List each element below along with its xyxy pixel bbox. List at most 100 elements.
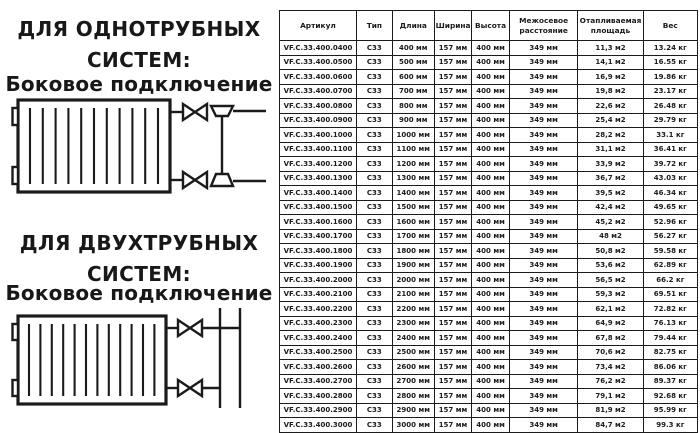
table-cell: 157 мм — [433, 98, 473, 114]
spec-table-container: Артикул Тип Длина Ширина Высота Межосевое рас… — [279, 10, 699, 433]
table-row: VF.C.33.400.2100 C33 2100 мм 157 мм 400 мм 34… — [279, 286, 699, 302]
table-cell: 50,8 м2 — [577, 243, 644, 259]
valve-icon — [176, 377, 193, 399]
table-cell: VF.C.33.400.1600 — [279, 214, 357, 230]
table-row: VF.C.33.400.1900 C33 1900 мм 157 мм 400 мм 34… — [279, 257, 699, 273]
table-cell: C33 — [355, 330, 393, 346]
table-cell: 900 мм — [391, 112, 435, 128]
table-cell: VF.C.33.400.2900 — [279, 402, 357, 418]
table-row: VF.C.33.400.1300 C33 1300 мм 157 мм 400 мм 34… — [279, 170, 699, 186]
table-cell: 79.44 кг — [642, 330, 699, 346]
table-row: VF.C.33.400.1500 C33 1500 мм 157 мм 400 мм 34… — [279, 199, 699, 215]
table-cell: C33 — [355, 272, 393, 288]
table-cell: VF.C.33.400.2800 — [279, 388, 357, 404]
table-cell: 16.55 кг — [642, 54, 699, 70]
table-cell: 1400 мм — [391, 185, 435, 201]
table-row: VF.C.33.400.1200 C33 1200 мм 157 мм 400 мм 34… — [279, 156, 699, 172]
table-cell: C33 — [355, 127, 393, 143]
table-cell: 349 мм — [508, 315, 579, 331]
table-cell: VF.C.33.400.0800 — [279, 98, 357, 114]
table-cell: VF.C.33.400.1300 — [279, 170, 357, 186]
table-cell: 157 мм — [433, 83, 473, 99]
table-cell: 349 мм — [508, 199, 579, 215]
table-cell: 2700 мм — [391, 373, 435, 389]
table-cell: 66.2 кг — [642, 272, 699, 288]
table-cell: 349 мм — [508, 373, 579, 389]
table-cell: 400 мм — [471, 257, 510, 273]
table-cell: 400 мм — [471, 156, 510, 172]
table-cell: 157 мм — [433, 156, 473, 172]
table-cell: 13.24 кг — [642, 40, 699, 56]
table-cell: 349 мм — [508, 388, 579, 404]
table-cell: VF.C.33.400.0500 — [279, 54, 357, 70]
table-cell: 400 мм — [471, 127, 510, 143]
table-cell: C33 — [355, 359, 393, 375]
table-cell: VF.C.33.400.2000 — [279, 272, 357, 288]
table-cell: 59,3 м2 — [577, 286, 644, 302]
table-cell: 1100 мм — [391, 141, 435, 157]
table-row: VF.C.33.400.2500 C33 2500 мм 157 мм 400 мм 34… — [279, 344, 699, 360]
connection-schemes-panel: ДЛЯ ОДНОТРУБНЫХ СИСТЕМ: Боковое подключе… — [0, 0, 278, 421]
table-row: VF.C.33.400.0900 C33 900 мм 157 мм 400 мм 349… — [279, 112, 699, 128]
table-cell: VF.C.33.400.0700 — [279, 83, 357, 99]
table-cell: 2900 мм — [391, 402, 435, 418]
table-row: VF.C.33.400.1400 C33 1400 мм 157 мм 400 мм 34… — [279, 185, 699, 201]
table-cell: 400 мм — [471, 98, 510, 114]
table-cell: 500 мм — [391, 54, 435, 70]
table-cell: VF.C.33.400.1700 — [279, 228, 357, 244]
table-cell: 157 мм — [433, 388, 473, 404]
table-cell: 157 мм — [433, 170, 473, 186]
valve-icon — [181, 169, 198, 191]
two-pipe-subheading: Боковое подключение — [5, 281, 273, 305]
table-cell: C33 — [355, 373, 393, 389]
table-cell: 53,6 м2 — [577, 257, 644, 273]
table-cell: 2400 мм — [391, 330, 435, 346]
column-header: Артикул — [279, 10, 357, 41]
column-header: Ширина — [433, 10, 473, 41]
table-cell: 36.41 кг — [642, 141, 699, 157]
table-cell: 349 мм — [508, 112, 579, 128]
table-cell: 1300 мм — [391, 170, 435, 186]
table-cell: 400 мм — [471, 359, 510, 375]
table-cell: 39,5 м2 — [577, 185, 644, 201]
table-cell: 1500 мм — [391, 199, 435, 215]
table-cell: 349 мм — [508, 402, 579, 418]
table-cell: 157 мм — [433, 127, 473, 143]
fitting-icon — [209, 104, 235, 118]
table-row: VF.C.33.400.2200 C33 2200 мм 157 мм 400 мм 34… — [279, 301, 699, 317]
table-cell: 400 мм — [471, 417, 510, 433]
table-cell: 349 мм — [508, 286, 579, 302]
table-cell: 157 мм — [433, 344, 473, 360]
table-cell: VF.C.33.400.3000 — [279, 417, 357, 433]
table-cell: 349 мм — [508, 243, 579, 259]
column-header: Высота — [471, 10, 510, 41]
table-cell: 52.96 кг — [642, 214, 699, 230]
table-cell: 349 мм — [508, 301, 579, 317]
table-cell: VF.C.33.400.2400 — [279, 330, 357, 346]
fitting-icon — [209, 172, 235, 188]
table-cell: 349 мм — [508, 185, 579, 201]
table-cell: C33 — [355, 40, 393, 56]
table-cell: 25,4 м2 — [577, 112, 644, 128]
table-cell: 400 мм — [471, 112, 510, 128]
table-cell: 157 мм — [433, 243, 473, 259]
column-header: Тип — [355, 10, 393, 41]
table-cell: 157 мм — [433, 40, 473, 56]
table-cell: C33 — [355, 257, 393, 273]
table-cell: 33,9 м2 — [577, 156, 644, 172]
table-row: VF.C.33.400.0400 C33 400 мм 157 мм 400 мм 349… — [279, 40, 699, 56]
table-cell: 349 мм — [508, 359, 579, 375]
table-cell: 1600 мм — [391, 214, 435, 230]
column-header: Отапливаемая площадь — [577, 10, 644, 41]
table-cell: 400 мм — [471, 83, 510, 99]
table-cell: 349 мм — [508, 83, 579, 99]
table-cell: 157 мм — [433, 257, 473, 273]
table-cell: 157 мм — [433, 228, 473, 244]
table-cell: C33 — [355, 98, 393, 114]
single-pipe-heading: ДЛЯ ОДНОТРУБНЫХ СИСТЕМ: — [17, 17, 261, 72]
table-cell: 2000 мм — [391, 272, 435, 288]
table-cell: 45,2 м2 — [577, 214, 644, 230]
table-cell: 39.72 кг — [642, 156, 699, 172]
table-cell: 59.58 кг — [642, 243, 699, 259]
